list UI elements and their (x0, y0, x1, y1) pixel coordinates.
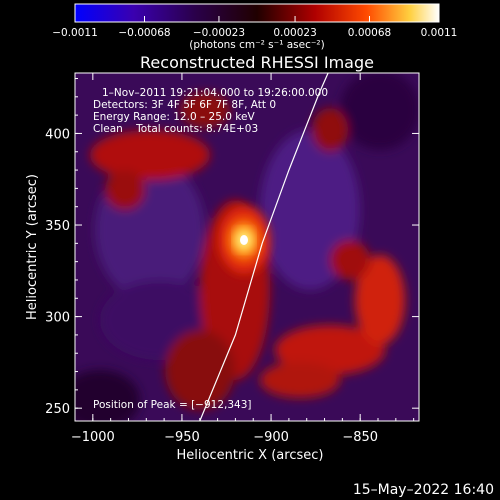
annotations: 1–Nov–2011 19:21:04.000 to 19:26:00.000 … (93, 87, 328, 411)
x-tick-label: −900 (253, 430, 289, 445)
colorbar-gradient (74, 3, 440, 23)
x-tick-label: −950 (164, 430, 200, 445)
annotation-detectors: Detectors: 3F 4F 5F 6F 7F 8F, Att 0 (93, 99, 276, 111)
colorbar-tick-label: 0.00023 (273, 27, 316, 39)
annotation-time-range: 1–Nov–2011 19:21:04.000 to 19:26:00.000 (102, 87, 328, 99)
annotation-peak: Position of Peak = [−912,343] (93, 399, 252, 411)
colorbar-ticks: −0.0011 −0.00068 −0.00023 0.00023 0.00068 0.0… (52, 16, 457, 39)
y-tick-label: 400 (45, 127, 70, 142)
annotation-clean-counts: Clean Total counts: 8.74E+03 (93, 123, 258, 135)
solar-limb-curve (199, 73, 329, 421)
colorbar-tick-label: −0.0011 (52, 27, 98, 39)
chart-title: Reconstructed RHESSI Image (140, 53, 374, 72)
x-axis-label: Heliocentric X (arcsec) (177, 448, 324, 463)
y-tick-label: 300 (45, 311, 70, 326)
y-tick-label: 250 (45, 402, 70, 417)
plot-frame (74, 72, 420, 422)
y-tick-label: 350 (45, 219, 70, 234)
y-axis-label: Heliocentric Y (arcsec) (25, 174, 40, 320)
annotation-energy: Energy Range: 12.0 – 25.0 keV (93, 111, 255, 123)
x-tick-label: −1000 (71, 430, 115, 445)
footer-date: 15–May–2022 16:40 (353, 482, 494, 498)
y-axis-ticks: 250 300 350 400 (45, 77, 419, 417)
x-axis-ticks: −1000 −950 −900 −850 (71, 73, 415, 445)
colorbar-tick-label: −0.00023 (193, 27, 245, 39)
heatmap-blobs (75, 73, 419, 421)
heatmap (75, 73, 419, 421)
colorbar: −0.0011 −0.00068 −0.00023 0.00023 0.00068 0.0… (52, 3, 457, 51)
colorbar-tick-label: 0.00068 (348, 27, 391, 39)
x-tick-label: −850 (342, 430, 378, 445)
colorbar-tick-label: 0.0011 (421, 27, 458, 39)
colorbar-tick-label: −0.00068 (118, 27, 170, 39)
peak-source (218, 206, 270, 274)
colorbar-units: (photons cm⁻² s⁻¹ asec⁻²) (189, 39, 324, 51)
